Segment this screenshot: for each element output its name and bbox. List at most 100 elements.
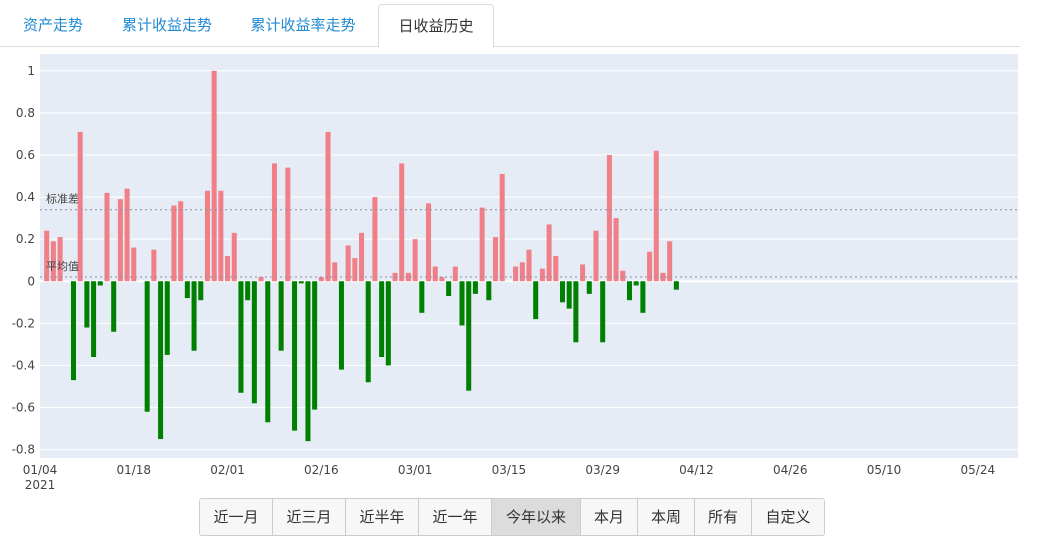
bar: [271, 163, 277, 282]
x-tick-label: 02/16: [304, 463, 339, 477]
bar: [258, 277, 264, 282]
bar: [553, 256, 559, 282]
range-button-3m[interactable]: 近三月: [273, 499, 346, 535]
range-button-1y[interactable]: 近一年: [419, 499, 492, 535]
range-button-this-month[interactable]: 本月: [581, 499, 638, 535]
bar: [419, 281, 425, 313]
range-button-this-week[interactable]: 本周: [638, 499, 695, 535]
bar: [452, 266, 458, 282]
bar: [97, 281, 103, 286]
range-selector: 近一月 近三月 近半年 近一年 今年以来 本月 本周 所有 自定义: [199, 498, 825, 536]
bar: [285, 167, 291, 282]
bar: [647, 251, 653, 282]
range-button-ytd[interactable]: 今年以来: [492, 499, 581, 535]
bar: [486, 281, 492, 301]
bar: [352, 258, 358, 282]
bar: [546, 224, 552, 282]
bar: [265, 281, 271, 423]
bar: [492, 237, 499, 282]
bar: [660, 272, 666, 282]
bar: [439, 277, 445, 282]
bar: [526, 249, 532, 282]
tab-asset-trend[interactable]: 资产走势: [22, 16, 83, 34]
bar: [466, 281, 472, 391]
bar: [513, 266, 519, 282]
range-button-custom[interactable]: 自定义: [752, 499, 824, 535]
tab-daily-return-history[interactable]: 日收益历史: [378, 4, 494, 48]
reference-line-label: 平均值: [46, 260, 79, 273]
bar: [372, 197, 378, 282]
bar: [365, 281, 371, 383]
y-tick-label: -0.6: [12, 401, 35, 415]
bar: [626, 281, 632, 301]
tab-cumulative-return[interactable]: 累计收益走势: [121, 16, 212, 34]
bar: [164, 281, 170, 355]
bar: [519, 262, 525, 282]
bar: [70, 281, 77, 381]
bar: [245, 281, 251, 301]
bar: [345, 245, 351, 282]
bar: [432, 266, 438, 282]
bar: [191, 281, 197, 351]
bar: [620, 270, 626, 282]
bar: [653, 150, 659, 282]
x-tick-label: 05/24: [961, 463, 996, 477]
bar: [586, 281, 592, 294]
bar: [204, 190, 210, 282]
tab-cumulative-return-rate[interactable]: 累计收益率走势: [250, 16, 356, 34]
bar: [91, 281, 97, 357]
range-button-all[interactable]: 所有: [695, 499, 752, 535]
y-tick-label: 0.4: [16, 190, 35, 204]
x-tick-label: 03/15: [492, 463, 527, 477]
bar: [158, 281, 164, 440]
bar: [539, 268, 545, 282]
bar: [238, 281, 244, 393]
bar: [359, 232, 365, 282]
bar: [446, 281, 452, 296]
grid-lines: [40, 70, 1018, 451]
y-tick-label: -0.4: [12, 358, 35, 372]
bar: [459, 281, 465, 326]
bar: [50, 241, 56, 282]
range-button-6m[interactable]: 近半年: [346, 499, 419, 535]
y-tick-label: 1: [27, 64, 35, 78]
bar: [385, 281, 391, 366]
bar: [426, 203, 432, 282]
bar: [593, 230, 599, 282]
bar: [211, 70, 217, 282]
bar: [613, 218, 619, 282]
bar: [57, 237, 63, 282]
bar: [399, 163, 405, 282]
bar: [225, 256, 231, 282]
bar: [472, 281, 478, 294]
reference-line-label: 标准差: [46, 192, 79, 206]
bar: [338, 281, 344, 370]
range-button-1m[interactable]: 近一月: [200, 499, 273, 535]
bar: [479, 207, 485, 282]
bar: [325, 131, 331, 282]
x-tick-label: 01/04: [23, 463, 58, 477]
bar: [131, 247, 137, 282]
bar: [218, 190, 224, 282]
bar: [117, 199, 123, 282]
bar: [640, 281, 646, 313]
x-tick-label: 01/18: [116, 463, 151, 477]
bar: [44, 230, 50, 282]
bar-series: [44, 70, 679, 442]
bar: [667, 241, 673, 282]
tab-bar: 资产走势 累计收益走势 累计收益率走势 日收益历史: [0, 4, 1020, 48]
y-tick-label: 0.8: [16, 106, 35, 120]
bar: [412, 239, 418, 282]
bar: [405, 272, 411, 282]
y-tick-label: -0.8: [12, 443, 35, 457]
bar: [151, 249, 157, 282]
x-tick-label: 05/10: [867, 463, 902, 477]
bar: [231, 232, 237, 282]
y-tick-label: 0.6: [16, 148, 35, 162]
bar: [305, 281, 311, 442]
x-tick-label: 03/29: [585, 463, 620, 477]
bar: [251, 281, 257, 404]
bar: [198, 281, 204, 301]
bar: [332, 262, 338, 282]
